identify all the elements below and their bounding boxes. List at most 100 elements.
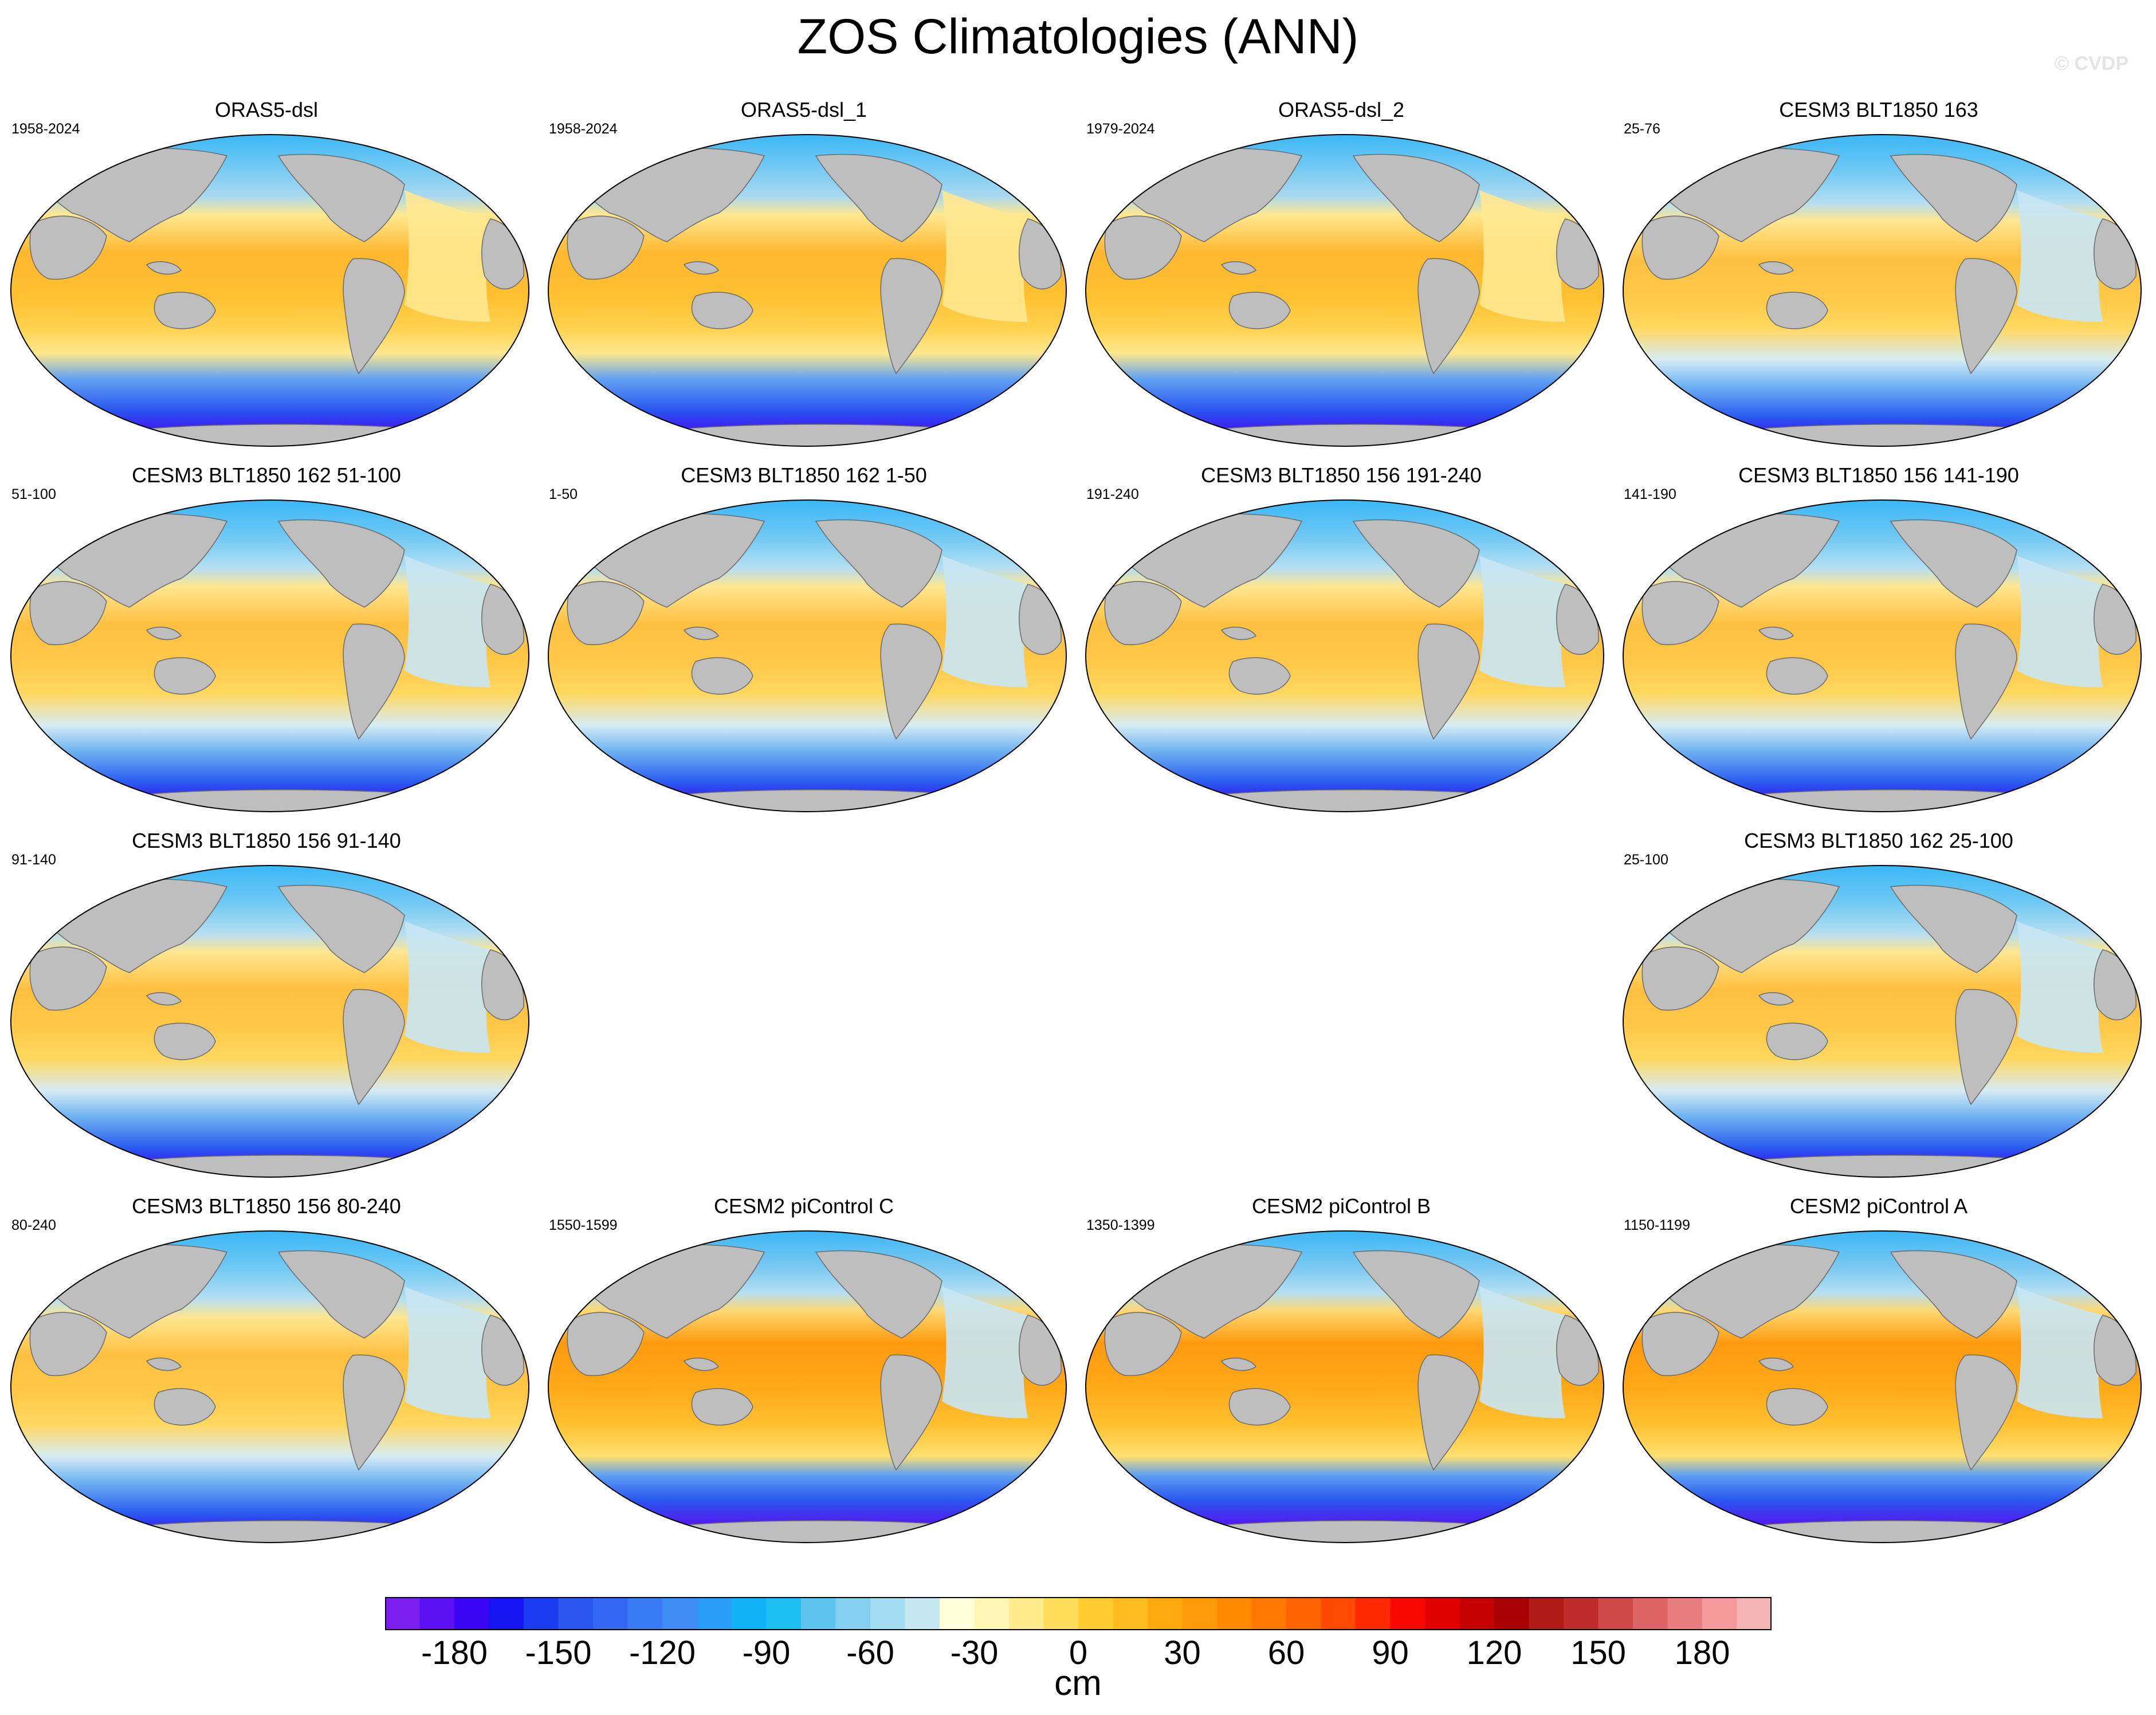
atlantic-field — [405, 1287, 490, 1418]
atlantic-field — [942, 556, 1028, 687]
land-africa-west — [29, 1312, 107, 1376]
world-map — [1623, 499, 2142, 812]
land-antarctica — [122, 424, 445, 446]
world-map — [1085, 499, 1604, 812]
map-outline — [10, 499, 529, 812]
colorbar-box — [1494, 1597, 1529, 1630]
map-panel: CESM3 BLT1850 156 80-240 80-240 — [0, 1194, 533, 1549]
atlantic-field — [942, 190, 1028, 322]
world-map — [1623, 134, 2142, 447]
land-africa-west — [29, 215, 107, 280]
map-outline — [548, 499, 1067, 812]
land-africa-east — [481, 949, 524, 1021]
land-australia — [1228, 292, 1291, 329]
land-africa-west — [567, 215, 645, 280]
map-panel: CESM3 BLT1850 162 51-100 51-100 — [0, 463, 533, 818]
map-outline — [548, 1230, 1067, 1543]
atlantic-field — [1479, 1287, 1565, 1418]
colorbar-box — [1043, 1597, 1079, 1630]
colorbar-box — [558, 1597, 594, 1630]
land-antarctica — [659, 424, 983, 446]
panel-title: CESM3 BLT1850 162 1-50 — [681, 463, 927, 487]
map-panel: CESM3 BLT1850 163 25-76 — [1612, 97, 2145, 453]
land-africa-west — [1641, 1312, 1719, 1376]
land-north-america — [1890, 519, 2017, 608]
land-australia — [1228, 657, 1291, 695]
land-australia — [1228, 1388, 1291, 1426]
map-outline — [1085, 134, 1604, 447]
world-map — [10, 134, 529, 447]
panel-period: 141-190 — [1624, 486, 1676, 502]
colorbar-tick-label: -30 — [950, 1634, 999, 1671]
atlantic-field — [2017, 556, 2103, 687]
land-australia — [154, 292, 216, 329]
colorbar-box — [974, 1597, 1010, 1630]
world-map — [548, 499, 1067, 812]
land-north-america — [1890, 154, 2017, 242]
colorbar-box — [627, 1597, 663, 1630]
map-outline — [1623, 865, 2142, 1178]
panel-title: CESM3 BLT1850 156 91-140 — [132, 829, 401, 852]
land-africa-west — [1641, 581, 1719, 646]
land-south-america — [343, 1354, 405, 1471]
panel-title: CESM3 BLT1850 162 51-100 — [132, 463, 401, 487]
land-south-america — [343, 258, 405, 375]
land-australia — [1766, 1022, 1828, 1060]
colorbar-box — [419, 1597, 455, 1630]
land-indonesia — [146, 992, 182, 1006]
land-africa-west — [567, 581, 645, 646]
panel-title: CESM2 piControl A — [1789, 1194, 1968, 1218]
land-indonesia — [146, 1358, 182, 1371]
land-australia — [154, 1388, 216, 1426]
colorbar-box — [835, 1597, 871, 1630]
land-antarctica — [1197, 424, 1520, 446]
land-australia — [154, 1022, 216, 1060]
land-indonesia — [1758, 627, 1794, 640]
colorbar-box — [1564, 1597, 1599, 1630]
land-antarctica — [1734, 424, 2057, 446]
colorbar-tick-label: -60 — [846, 1634, 894, 1671]
map-outline — [10, 865, 529, 1178]
colorbar-box — [1078, 1597, 1113, 1630]
colorbar-tick-label: 120 — [1466, 1634, 1522, 1671]
colorbar-box — [697, 1597, 732, 1630]
land-north-america — [1352, 519, 1480, 608]
land-north-america — [277, 884, 405, 973]
colorbar-box — [593, 1597, 628, 1630]
land-africa-east — [481, 584, 524, 655]
land-indonesia — [1758, 1358, 1794, 1371]
colorbar-box — [1356, 1597, 1391, 1630]
panel-title: ORAS5-dsl — [214, 98, 319, 121]
land-africa-east — [1019, 584, 1062, 655]
panel-period: 1350-1399 — [1086, 1217, 1155, 1233]
colorbar-box — [1737, 1597, 1772, 1630]
land-antarctica — [1734, 789, 2057, 812]
colorbar-box — [454, 1597, 489, 1630]
panel-period: 191-240 — [1086, 486, 1139, 502]
land-indonesia — [683, 261, 720, 275]
land-north-america — [1890, 1250, 2017, 1339]
land-africa-east — [2094, 218, 2137, 290]
panel-period: 25-100 — [1624, 852, 1668, 868]
panel-title: CESM3 BLT1850 163 — [1779, 98, 1978, 121]
land-south-america — [343, 623, 405, 740]
land-australia — [1766, 1388, 1828, 1426]
land-antarctica — [1197, 789, 1520, 812]
colorbar-box — [1459, 1597, 1495, 1630]
colorbar-box — [1321, 1597, 1356, 1630]
land-africa-east — [481, 1315, 524, 1386]
copyright-watermark: © CVDP — [2055, 53, 2128, 74]
land-indonesia — [1220, 261, 1257, 275]
land-antarctica — [122, 789, 445, 812]
land-africa-west — [567, 1312, 645, 1376]
panel-period: 80-240 — [11, 1217, 56, 1233]
land-africa-west — [1104, 1312, 1182, 1376]
colorbar-box — [870, 1597, 905, 1630]
land-south-america — [1417, 258, 1480, 375]
land-south-america — [1955, 258, 2017, 375]
map-panel: ORAS5-dsl 1958-2024 — [0, 97, 533, 453]
map-panel: CESM3 BLT1850 156 191-240 191-240 — [1075, 463, 1608, 818]
land-africa-west — [1641, 946, 1719, 1011]
colorbar-box — [940, 1597, 975, 1630]
land-antarctica — [1734, 1155, 2057, 1177]
